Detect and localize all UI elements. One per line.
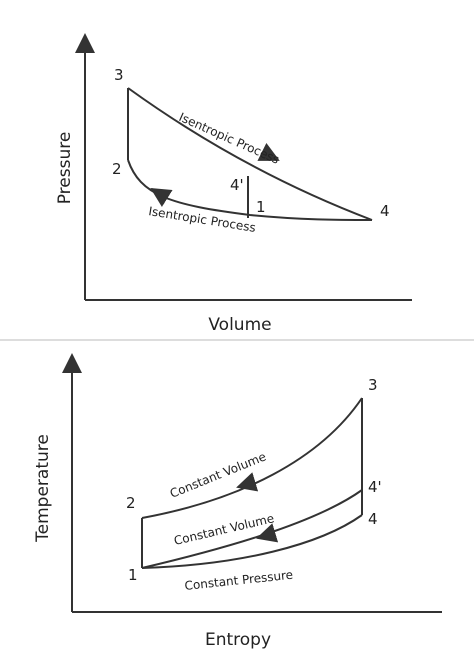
x-axis-label: Entropy	[205, 630, 271, 650]
direction-arrow	[236, 472, 259, 492]
y-axis-label: Temperature	[33, 434, 53, 543]
point-label: 4'	[368, 478, 382, 496]
x-axis-label: Volume	[208, 315, 271, 335]
point-label: 3	[114, 66, 124, 84]
point-label: 2	[126, 494, 136, 512]
point-label: 2	[112, 160, 122, 178]
process-curve	[127, 159, 373, 221]
point-label: 4'	[230, 176, 244, 194]
process-curve	[141, 514, 363, 569]
direction-arrow	[256, 523, 279, 543]
process-curve	[127, 87, 373, 221]
process-curve	[141, 397, 363, 519]
point-label: 4	[368, 510, 378, 528]
y-axis-label: Pressure	[55, 132, 75, 205]
point-label: 3	[368, 376, 378, 394]
point-label: 1	[256, 198, 266, 216]
direction-arrow	[257, 143, 280, 161]
point-label: 4	[380, 202, 390, 220]
direction-arrow	[150, 187, 173, 208]
point-label: 1	[128, 566, 138, 584]
